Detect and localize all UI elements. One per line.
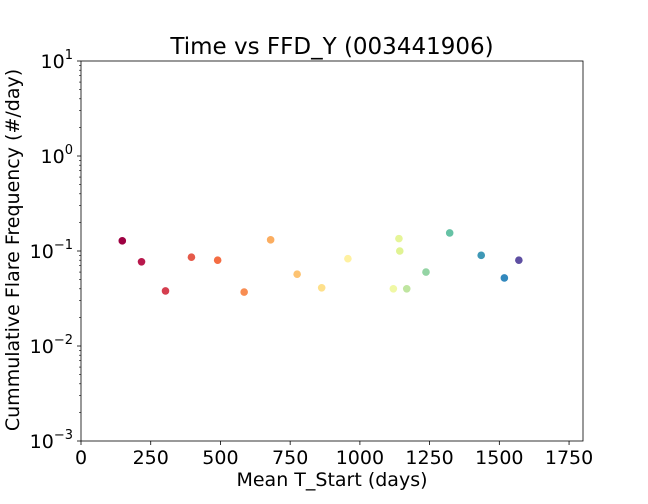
x-tick-label: 500 [202,447,238,469]
x-tick-label: 1500 [475,447,523,469]
data-point [515,256,523,265]
data-point [187,253,196,262]
x-tick-label: 750 [272,447,308,469]
x-axis-label: Mean T_Start (days) [236,469,427,491]
x-tick-label: 1000 [336,447,384,469]
y-tick-label: 10−2 [30,333,73,358]
x-tick-label: 1250 [405,447,453,469]
y-tick-label: 10−3 [30,428,73,453]
data-point [477,251,486,260]
data-point [137,257,146,266]
data-points [118,229,523,296]
data-point [293,270,301,278]
y-tick-label: 10−1 [30,238,73,263]
data-point [500,274,509,282]
data-point [240,288,248,296]
y-tick-label: 101 [41,48,73,73]
x-tick-label: 1750 [545,447,593,469]
data-point [317,283,326,292]
data-point [422,268,430,276]
y-axis-label: Cummulative Flare Frequency (#/day) [2,69,24,431]
data-point [213,256,222,265]
data-point [395,247,404,255]
data-point [344,254,352,263]
y-axis-ticks: 10−3 10−2 10−1 100 101 [30,48,81,453]
data-point [395,234,403,243]
y-tick-label: 100 [41,143,73,168]
data-point [445,229,454,237]
x-tick-label: 0 [75,447,87,469]
data-point [161,287,170,295]
data-point [389,285,398,293]
plot-area-frame [80,60,584,442]
data-point [402,285,411,293]
data-point [266,236,275,244]
data-point [118,237,127,245]
x-tick-label: 250 [133,447,169,469]
x-axis-ticks: 0 250 500 750 1000 1250 1500 1750 [75,441,593,469]
chart-title: Time vs FFD_Y (003441906) [169,34,493,60]
